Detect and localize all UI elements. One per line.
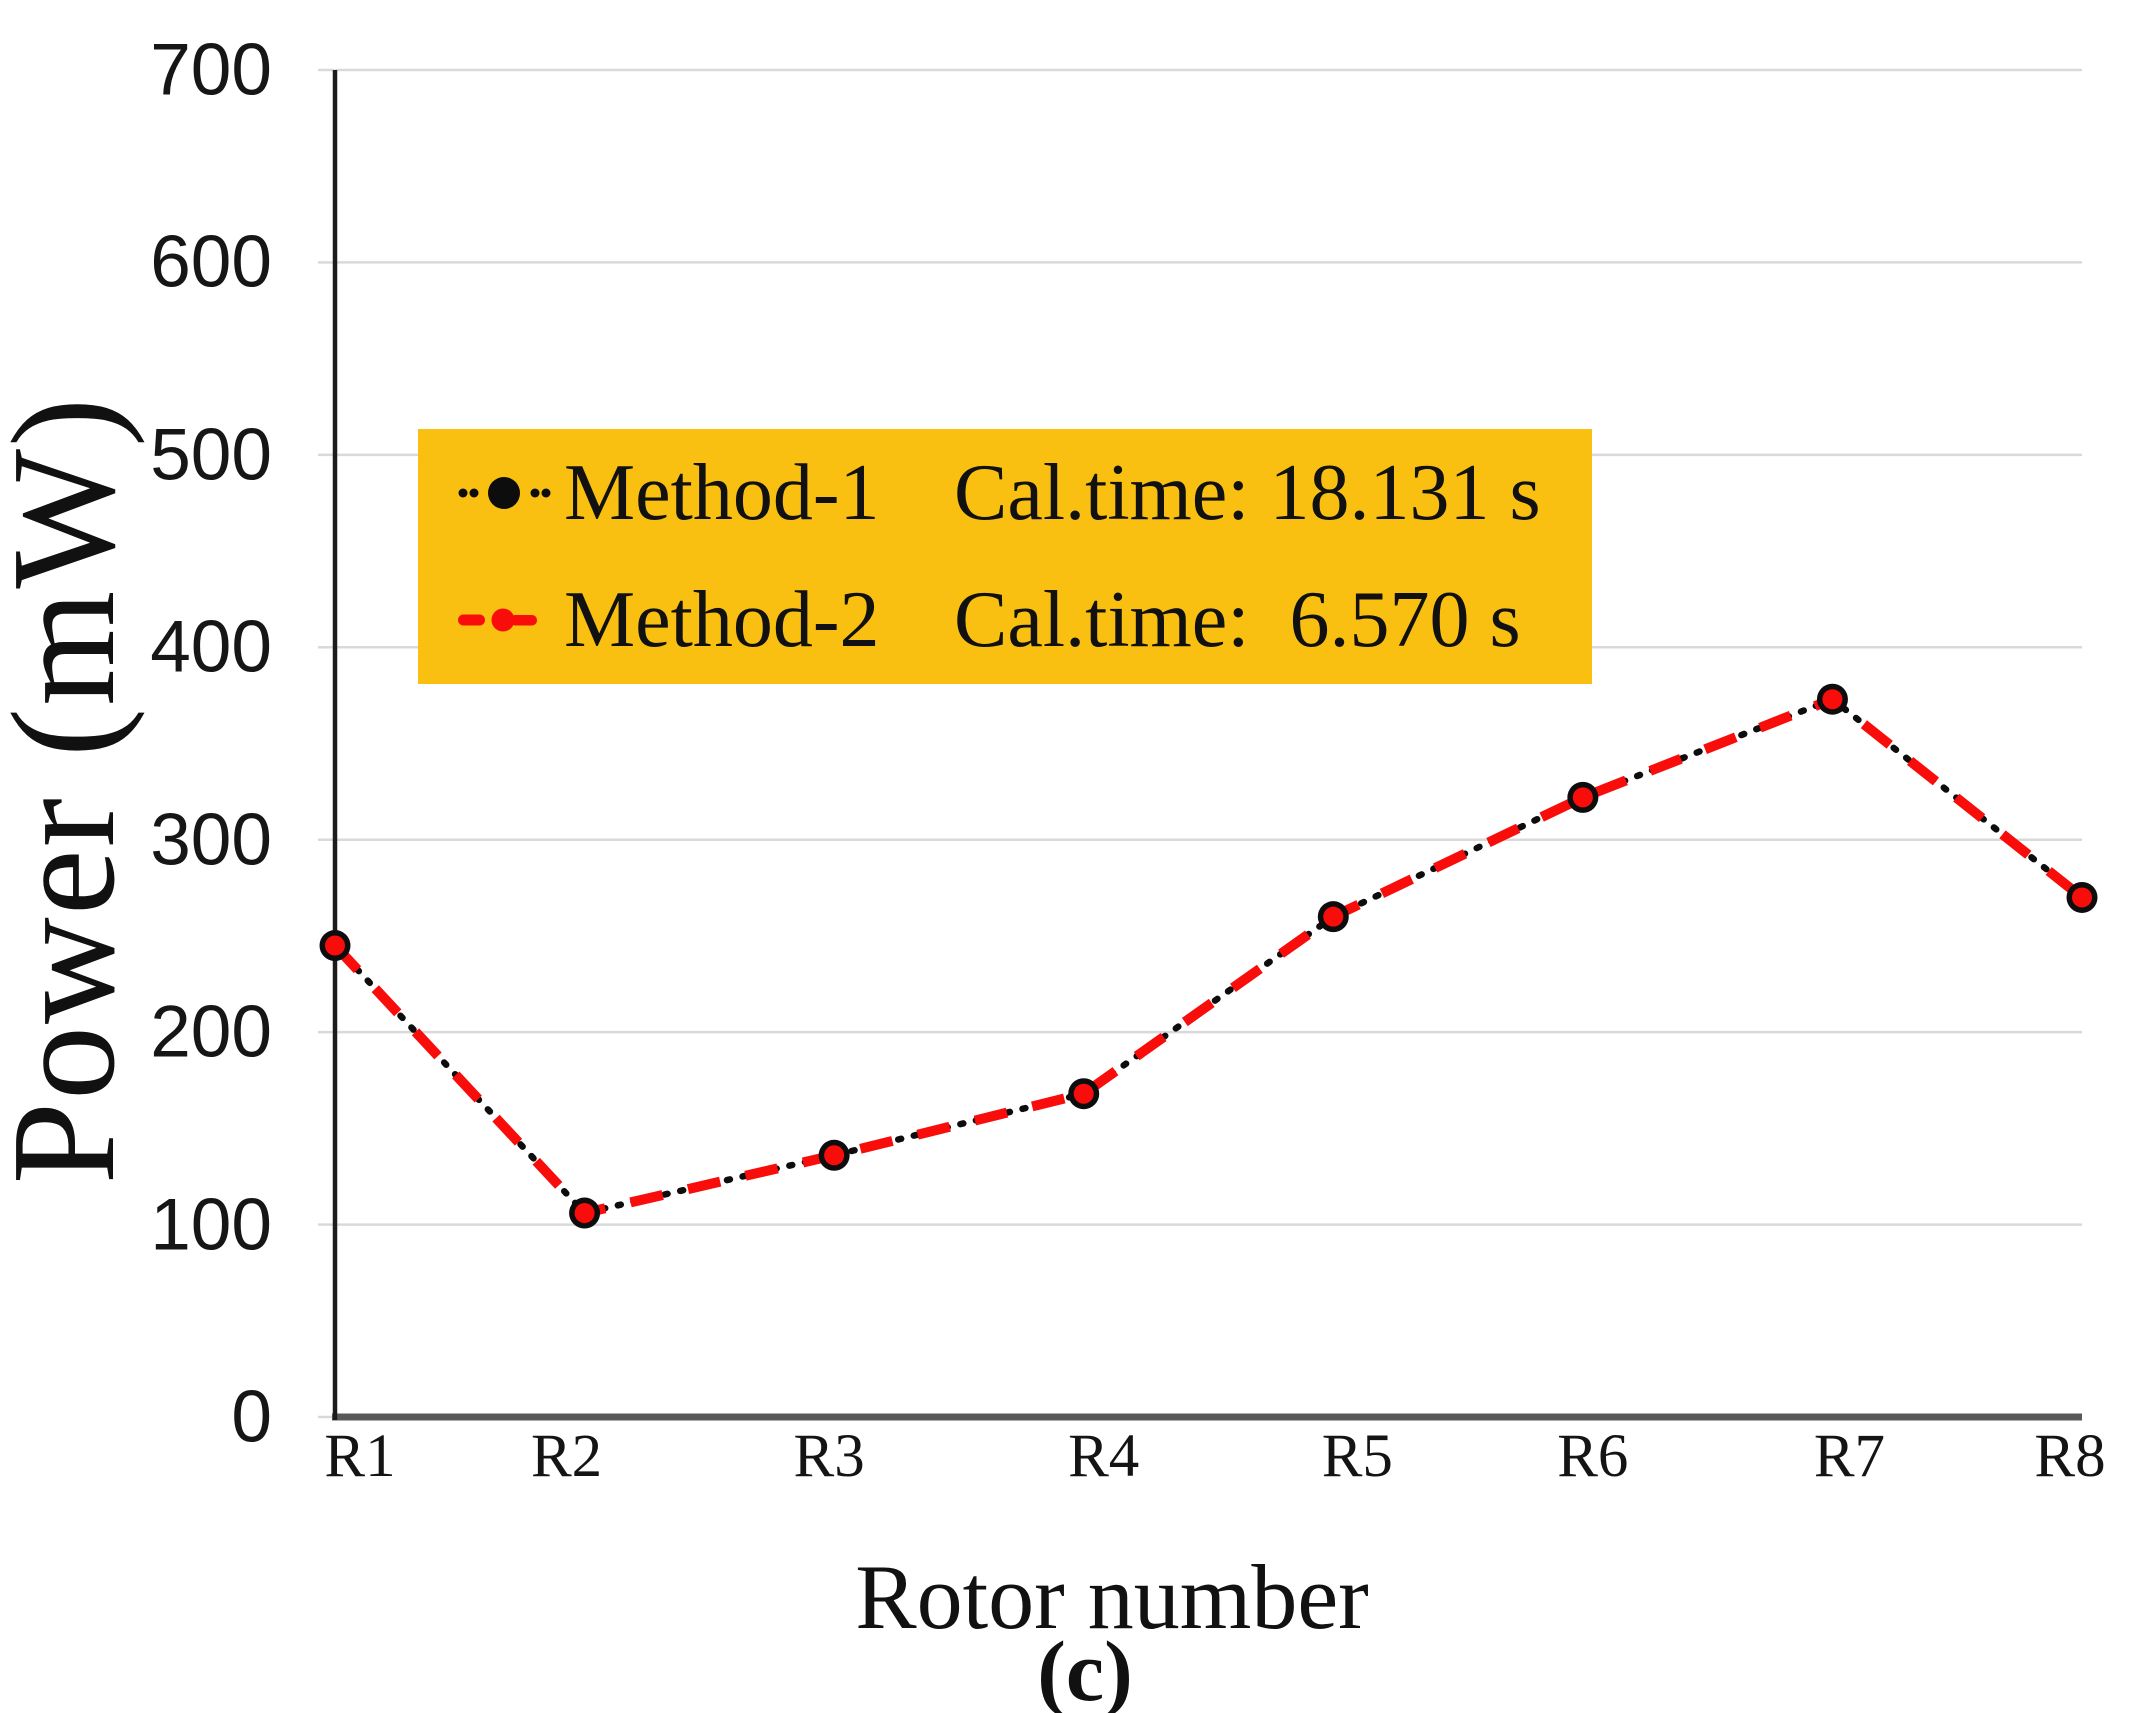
x-tick-label: R7 <box>1813 1423 1886 1490</box>
x-tick-label: R2 <box>530 1423 603 1490</box>
x-tick-label: R8 <box>2034 1423 2106 1490</box>
y-tick-label: 100 <box>150 1184 272 1266</box>
x-tick-label: R3 <box>793 1423 865 1490</box>
y-tick-label: 300 <box>150 799 272 881</box>
x-tick-label: R6 <box>1557 1423 1629 1490</box>
x-tick-label: R1 <box>324 1423 396 1490</box>
marker-method2 <box>1572 787 1593 808</box>
legend-method2-caltime: Cal.time: 6.570 s <box>954 575 1521 664</box>
marker-method2 <box>325 935 345 956</box>
method1-line <box>331 695 2086 1217</box>
legend-method1-label: Method-1 <box>564 448 880 537</box>
marker-method2 <box>2072 887 2092 908</box>
legend-row-method2: Method-2 Cal.time: 6.570 s <box>458 557 1592 684</box>
method2-line <box>331 693 2086 1219</box>
legend-method1-caltime: Cal.time: 18.131 s <box>954 448 1541 537</box>
legend-method2-label: Method-2 <box>564 575 880 664</box>
y-tick-label: 200 <box>150 991 272 1073</box>
marker-method2 <box>824 1145 845 1166</box>
data-point-markers <box>319 683 2098 1229</box>
x-tick-label: R5 <box>1321 1423 1393 1490</box>
method2-dashed-marker-icon <box>458 608 537 632</box>
gridlines <box>318 68 2082 1419</box>
x-axis-title: Rotor number <box>855 1546 1369 1648</box>
marker-method2 <box>574 1203 595 1224</box>
marker-method2 <box>1073 1083 1094 1104</box>
legend-row-method1: Method-1 Cal.time: 18.131 s <box>458 430 1592 557</box>
y-tick-label: 600 <box>150 221 272 303</box>
legend: Method-1 Cal.time: 18.131 s Method-2 Cal… <box>418 429 1592 684</box>
x-tick-label: R4 <box>1068 1423 1140 1490</box>
y-tick-label: 0 <box>231 1376 272 1458</box>
marker-method2 <box>1323 906 1344 927</box>
method1-dashdot-marker-icon <box>458 477 551 509</box>
marker-method2 <box>1822 689 1843 710</box>
y-tick-label: 500 <box>150 414 272 496</box>
y-tick-label: 700 <box>150 29 272 111</box>
y-axis-title: Power (mW) <box>0 395 146 1185</box>
figure-caption: (c) <box>1037 1623 1133 1713</box>
y-tick-label: 400 <box>150 606 272 688</box>
